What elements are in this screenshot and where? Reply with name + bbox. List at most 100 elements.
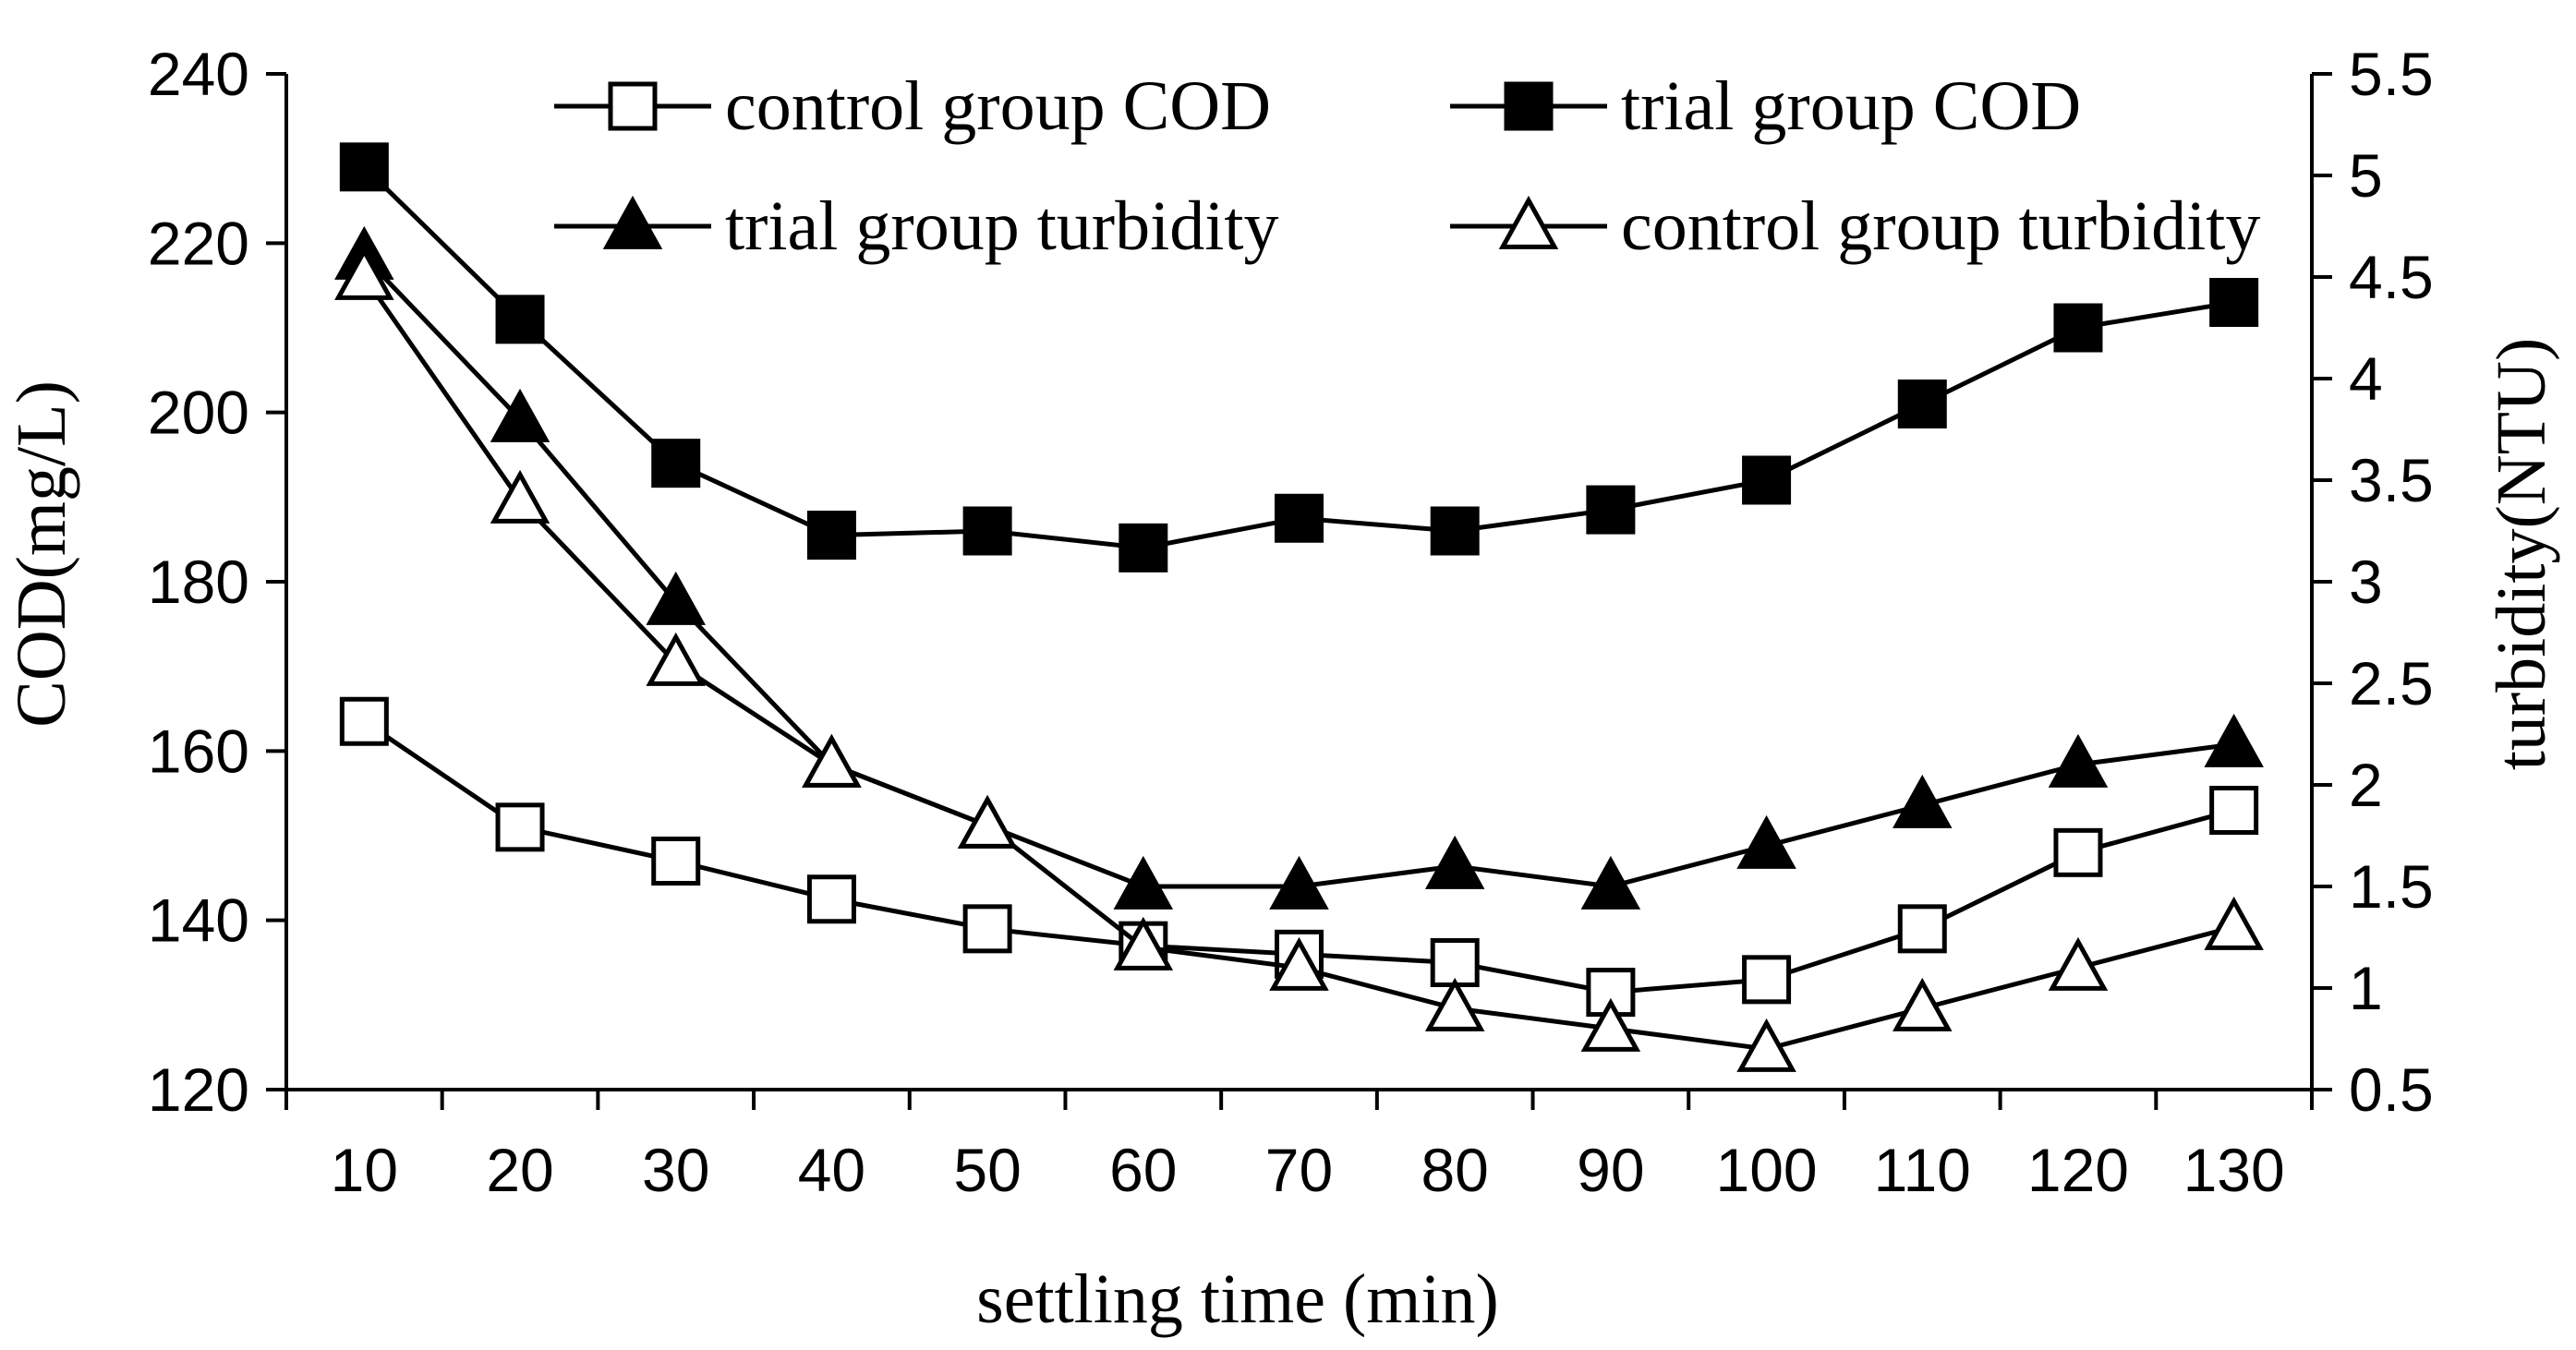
data-point (1580, 855, 1641, 910)
y-left-tick-label: 120 (148, 1055, 249, 1124)
data-point (1742, 955, 1792, 1005)
legend-label: control group turbidity (1621, 187, 2260, 265)
data-point (646, 571, 706, 625)
y-right-tick-label: 0.5 (2349, 1055, 2434, 1124)
data-point (962, 904, 1012, 954)
data-point (1736, 814, 1796, 869)
series-line (362, 255, 2234, 889)
data-point (1113, 855, 1174, 910)
data-point (334, 246, 394, 300)
data-point (1893, 977, 1953, 1031)
data-point (806, 511, 856, 560)
x-tick-label: 130 (2183, 1136, 2285, 1204)
legend-marker (1504, 81, 1554, 131)
y-right-tick-label: 2.5 (2349, 649, 2434, 717)
data-point (1580, 997, 1641, 1052)
data-point (2048, 936, 2109, 991)
data-point (1119, 523, 1168, 573)
x-tick-label: 50 (953, 1136, 1021, 1204)
y-right-tick-label: 1 (2349, 954, 2383, 1022)
legend-label: trial group turbidity (725, 187, 1278, 265)
series-control-group-cod (339, 696, 2259, 1018)
data-point (2053, 303, 2103, 353)
series-control-group-turbidity (334, 246, 2264, 1072)
data-point (806, 874, 856, 924)
data-point (490, 388, 550, 442)
series-trial-group-cod (339, 142, 2259, 573)
data-point (1430, 506, 1480, 556)
series-trial-group-turbidity (334, 225, 2264, 910)
data-point (2204, 896, 2264, 950)
y-left-tick-label: 220 (148, 209, 249, 277)
data-point (2209, 278, 2259, 327)
x-tick-label: 100 (1716, 1136, 1818, 1204)
legend-item: control group COD (554, 67, 1271, 145)
data-point (1586, 485, 1636, 535)
data-point (1897, 380, 1947, 428)
y-right-tick-label: 5 (2349, 141, 2383, 210)
data-point (2048, 733, 2109, 788)
legend-marker (602, 195, 663, 249)
data-point (651, 837, 701, 886)
y-left-tick-label: 200 (148, 379, 249, 447)
x-tick-label: 80 (1421, 1136, 1488, 1204)
data-point (1275, 493, 1324, 543)
y-right-tick-label: 1.5 (2349, 852, 2434, 921)
y-left-tick-label: 160 (148, 717, 249, 785)
data-point (1113, 916, 1174, 970)
x-tick-label: 10 (331, 1136, 398, 1204)
data-point (651, 439, 701, 488)
data-point (1893, 774, 1953, 828)
y-left-tick-label: 180 (148, 548, 249, 616)
data-point (339, 142, 389, 192)
legend-label: control group COD (725, 67, 1271, 145)
y-axis-left-title: COD(mg/L) (3, 380, 80, 728)
data-point (962, 506, 1012, 556)
y-right-tick-label: 2 (2349, 751, 2383, 819)
y-left-tick-label: 140 (148, 886, 249, 955)
legend-item: control group turbidity (1450, 187, 2260, 265)
y-right-tick-label: 4 (2349, 344, 2383, 413)
series-group (334, 142, 2264, 1072)
legend-marker (608, 81, 658, 131)
x-tick-label: 20 (486, 1136, 553, 1204)
axes (266, 72, 2332, 1110)
y-right-tick-label: 3 (2349, 548, 2383, 616)
data-point (2053, 827, 2103, 877)
x-tick-label: 30 (642, 1136, 709, 1204)
data-point (2209, 786, 2259, 835)
data-point (495, 802, 545, 852)
data-point (1742, 455, 1792, 505)
data-point (1736, 1018, 1796, 1072)
y-left-tick-label: 240 (148, 40, 249, 108)
legend-item: trial group turbidity (554, 187, 1278, 265)
data-point (2204, 713, 2264, 767)
y-right-tick-label: 3.5 (2349, 446, 2434, 514)
x-tick-label: 40 (798, 1136, 865, 1204)
x-tick-label: 60 (1109, 1136, 1177, 1204)
data-point (957, 794, 1018, 849)
x-tick-label: 110 (1874, 1136, 1971, 1204)
data-point (1897, 904, 1947, 954)
data-point (646, 632, 706, 686)
data-point (339, 696, 389, 746)
x-axis-title: settling time (min) (976, 1260, 1499, 1338)
x-tick-label: 70 (1265, 1136, 1333, 1204)
data-point (1430, 938, 1480, 987)
legend-item: trial group COD (1450, 67, 2081, 145)
legend-marker (1498, 195, 1559, 249)
data-point (802, 733, 862, 788)
data-point (1269, 855, 1329, 910)
legend-label: trial group COD (1621, 67, 2081, 145)
legend: control group COD trial group COD trial gr… (554, 67, 2260, 265)
y-axis-right-title: turbidity(NTU) (2483, 338, 2560, 771)
y-right-tick-label: 4.5 (2349, 243, 2434, 311)
data-point (490, 469, 550, 524)
data-point (1424, 835, 1485, 889)
data-point (1269, 936, 1329, 991)
x-tick-label: 120 (2027, 1136, 2129, 1204)
data-point (1424, 977, 1485, 1031)
data-point (495, 295, 545, 344)
